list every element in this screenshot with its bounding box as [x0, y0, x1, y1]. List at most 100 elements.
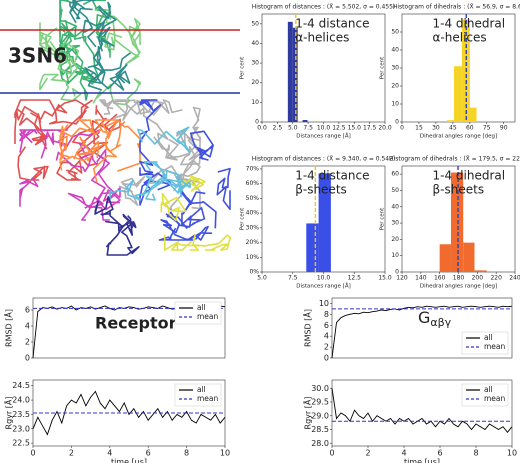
- backbone-trace: [92, 119, 120, 183]
- y-tick-label: 0%: [249, 269, 259, 276]
- annotation: 1-4 dihedral: [433, 17, 506, 31]
- x-tick-label: 180: [453, 275, 465, 282]
- x-tick-label: 0.0: [257, 125, 267, 132]
- y-tick-label: 24.5: [12, 381, 30, 390]
- y-tick-label: 10: [391, 252, 399, 259]
- backbone-trace: [19, 129, 38, 144]
- backbone-trace: [87, 1, 117, 52]
- backbone-trace: [107, 15, 141, 66]
- y-tick-label: 10: [251, 99, 259, 106]
- plot-frame: [331, 297, 513, 359]
- backbone-trace: [216, 167, 231, 211]
- backbone-trace: [114, 99, 165, 121]
- y-axis-label: Per cent: [240, 207, 246, 230]
- backbone-trace: [40, 129, 101, 159]
- x-tick-label: 4: [107, 449, 112, 458]
- backbone-trace: [59, 136, 99, 171]
- annotation: β-sheets: [295, 183, 347, 197]
- y-tick-label: 40%: [246, 210, 260, 217]
- backbone-trace: [165, 169, 191, 198]
- y-tick-label: 28.0: [311, 439, 329, 448]
- chart-title: Histogram of dihedrals : (X̄ = 56.9, σ =…: [393, 3, 520, 10]
- histogram-bar: [463, 242, 475, 272]
- y-tick-label: 0: [324, 354, 329, 363]
- backbone-trace: [82, 0, 111, 30]
- backbone-trace: [87, 37, 115, 82]
- backbone-trace: [69, 0, 96, 24]
- backbone-trace: [92, 78, 141, 106]
- y-tick-label: 60: [391, 171, 399, 178]
- x-tick-label: 8: [473, 449, 478, 458]
- x-tick-label: 15: [415, 125, 423, 132]
- y-tick-label: 70%: [246, 165, 260, 172]
- y-tick-label: 30: [391, 65, 399, 72]
- x-tick-label: 8: [184, 449, 189, 458]
- panel-label-sub: αβγ: [430, 316, 451, 329]
- x-tick-label: 30: [432, 125, 440, 132]
- x-tick-label: 7.5: [303, 125, 313, 132]
- histogram-bar: [453, 66, 462, 122]
- histogram-bar: [306, 223, 319, 272]
- y-tick-label: 2: [25, 338, 30, 347]
- backbone-trace: [105, 213, 137, 236]
- y-tick-label: 0: [25, 354, 30, 363]
- x-tick-label: 10.0: [317, 275, 331, 282]
- backbone-trace: [17, 146, 49, 181]
- histogram-bar: [439, 244, 451, 272]
- chart-title: Histogram of dihedrals : (X̄ = 179.5, σ …: [389, 155, 520, 162]
- y-axis-label: RMSD [Å]: [302, 309, 313, 347]
- backbone-trace: [39, 32, 80, 80]
- legend-label: mean: [197, 312, 219, 321]
- backbone-trace: [189, 234, 232, 251]
- backbone-trace: [59, 0, 79, 37]
- backbone-trace: [109, 179, 144, 201]
- backbone-trace: [39, 73, 82, 102]
- annotation: α-helices: [433, 31, 487, 45]
- backbone-trace: [178, 189, 217, 229]
- backbone-trace: [42, 41, 73, 76]
- y-axis-label: Per cent: [380, 207, 386, 230]
- x-tick-label: 5.0: [257, 275, 267, 282]
- panel-label-main: G: [418, 308, 430, 327]
- x-tick-label: 15.0: [348, 125, 362, 132]
- y-tick-label: 50: [391, 29, 399, 36]
- panel-label: Receptor: [95, 314, 177, 333]
- y-tick-label: 30.0: [311, 384, 329, 393]
- backbone-trace: [118, 176, 146, 206]
- x-tick-label: 120: [396, 275, 408, 282]
- x-tick-label: 140: [415, 275, 427, 282]
- backbone-trace: [142, 161, 167, 196]
- backbone-trace: [99, 99, 114, 115]
- x-tick-label: 12.5: [332, 125, 346, 132]
- legend-label: all: [484, 385, 493, 394]
- backbone-trace: [72, 127, 109, 167]
- structure-label: 3SN6: [8, 44, 67, 68]
- y-tick-label: 60%: [246, 180, 260, 187]
- backbone-trace: [76, 120, 126, 159]
- plot-frame: [32, 297, 226, 359]
- y-axis-label: Per cent: [240, 56, 246, 79]
- y-tick-label: 10%: [246, 254, 260, 261]
- y-tick-label: 24.0: [12, 396, 30, 405]
- x-tick-label: 90: [500, 125, 508, 132]
- x-tick-label: 4: [401, 449, 406, 458]
- protein-structure: [14, 0, 232, 256]
- y-tick-label: 20: [251, 79, 259, 86]
- chart-title: Histogram of distances : (X̄ = 9.340, σ …: [252, 155, 396, 162]
- y-tick-label: 6: [324, 321, 329, 330]
- legend-label: all: [197, 385, 206, 394]
- x-tick-label: 12.5: [348, 275, 362, 282]
- x-axis-label: time [μs]: [111, 458, 147, 463]
- y-tick-label: 50%: [246, 195, 260, 202]
- x-tick-label: 17.5: [363, 125, 377, 132]
- annotation: 1-4 distance: [295, 169, 369, 183]
- backbone-trace: [93, 64, 131, 91]
- backbone-trace: [160, 192, 187, 222]
- backbone-trace: [84, 52, 131, 91]
- backbone-trace: [158, 225, 209, 241]
- x-tick-label: 5.0: [288, 125, 298, 132]
- x-tick-label: 220: [490, 275, 502, 282]
- y-tick-label: 22.5: [12, 439, 30, 448]
- y-tick-label: 28.5: [311, 425, 329, 434]
- histogram-bar: [318, 173, 331, 272]
